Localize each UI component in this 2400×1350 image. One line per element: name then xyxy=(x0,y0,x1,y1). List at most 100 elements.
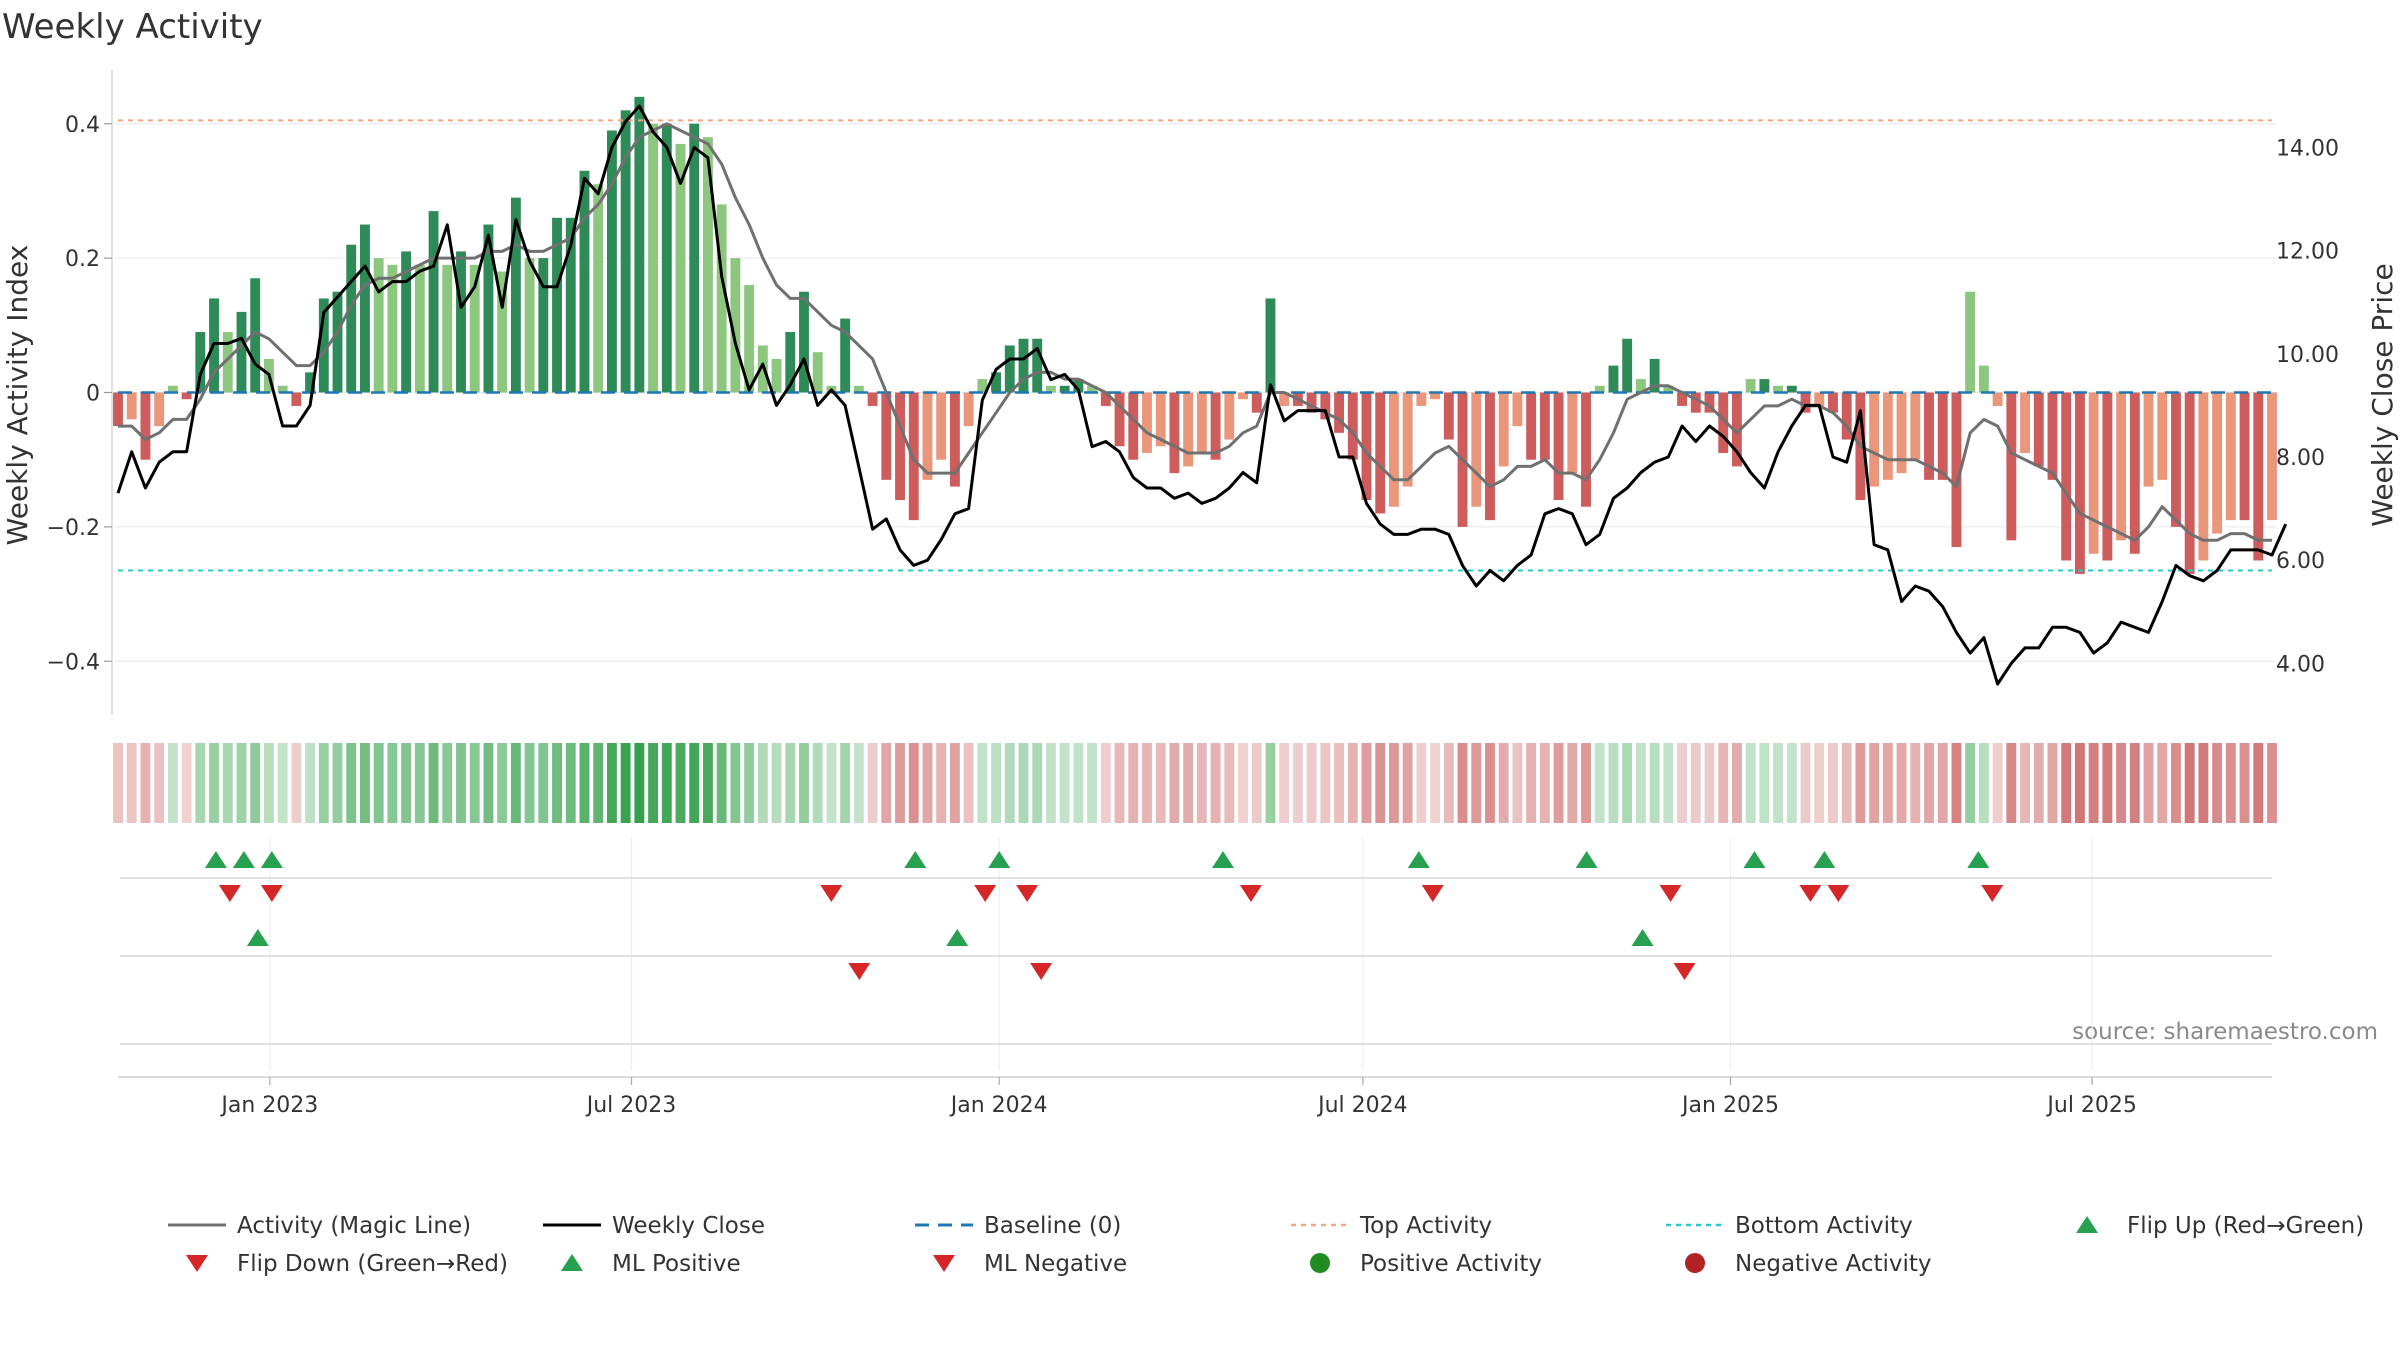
reference-lines xyxy=(118,119,2272,572)
activity-bar xyxy=(1485,392,1495,521)
activity-bar xyxy=(2129,392,2140,554)
heat-cell xyxy=(1855,743,1866,823)
heat-cell xyxy=(305,743,316,823)
legend-swatch xyxy=(933,1255,955,1272)
flip-down-marker xyxy=(1239,885,1262,902)
activity-bar xyxy=(346,244,357,393)
flip-down-marker xyxy=(1659,885,1682,902)
heat-cell xyxy=(2033,743,2044,823)
heat-cell xyxy=(2184,743,2195,823)
heat-cell xyxy=(1924,743,1934,823)
activity-bar xyxy=(1224,392,1235,440)
heat-cell xyxy=(1608,743,1619,823)
heat-cell xyxy=(1937,743,1948,823)
activity-bar xyxy=(2157,392,2168,480)
heat-cell xyxy=(1978,743,1989,823)
heat-cell xyxy=(1018,743,1029,823)
activity-bar xyxy=(675,143,686,393)
activity-bar xyxy=(305,372,316,393)
heat-cell xyxy=(703,743,713,823)
activity-bar xyxy=(2143,392,2154,487)
heat-cell xyxy=(1073,743,1084,823)
heat-cell xyxy=(579,743,590,823)
legend-label: Baseline (0) xyxy=(984,1213,1121,1239)
flip-down-marker xyxy=(218,885,241,902)
heat-cell xyxy=(2074,743,2085,823)
activity-bar xyxy=(1718,392,1729,453)
flip-down-marker xyxy=(1421,885,1444,902)
activity-bar xyxy=(154,392,165,427)
heat-cell xyxy=(1828,743,1838,823)
legend-swatch xyxy=(186,1255,208,1272)
heat-cell xyxy=(1690,743,1701,823)
heat-cell xyxy=(1402,743,1413,823)
heat-cell xyxy=(1814,743,1825,823)
activity-bar xyxy=(1553,392,1564,500)
heat-cell xyxy=(922,743,933,823)
y-tick-label-right: 14.00 xyxy=(2276,136,2339,161)
activity-bar xyxy=(1978,365,1989,393)
x-tick-label: Jan 2025 xyxy=(1680,1093,1779,1118)
heat-cell xyxy=(1238,743,1248,823)
activity-bar xyxy=(1169,392,1180,474)
heat-cell xyxy=(469,743,480,823)
activity-bar xyxy=(881,392,892,480)
heat-cell xyxy=(757,743,768,823)
activity-heat-strip xyxy=(113,743,2277,823)
activity-bar xyxy=(1704,392,1715,413)
heat-cell xyxy=(565,743,576,823)
activity-bar xyxy=(1334,392,1344,433)
heat-cell xyxy=(1800,743,1811,823)
ml-positive-marker xyxy=(246,929,269,946)
heat-cell xyxy=(2061,743,2072,823)
activity-bar xyxy=(360,224,370,393)
activity-bars xyxy=(113,96,2277,574)
activity-bar xyxy=(1443,392,1454,440)
heat-cell xyxy=(1759,743,1770,823)
flip-up-marker xyxy=(1211,851,1234,868)
legend-label: Top Activity xyxy=(1359,1213,1492,1239)
activity-bar xyxy=(2102,392,2113,561)
activity-bar xyxy=(963,392,974,427)
activity-bar xyxy=(1251,392,1262,413)
activity-bar xyxy=(2020,392,2030,453)
source-note: source: sharemaestro.com xyxy=(2072,1019,2378,1045)
heat-cell xyxy=(606,743,617,823)
heat-cell xyxy=(1910,743,1921,823)
heat-cell xyxy=(1388,743,1399,823)
heat-cell xyxy=(2239,743,2250,823)
activity-bar xyxy=(867,392,878,406)
activity-bar xyxy=(2267,392,2277,521)
heat-cell xyxy=(167,743,178,823)
activity-bar xyxy=(552,217,562,393)
activity-bar xyxy=(1581,392,1591,507)
activity-bar xyxy=(1773,385,1784,393)
activity-bar xyxy=(2253,392,2264,561)
heat-cell xyxy=(1375,743,1386,823)
heat-cell xyxy=(2088,743,2099,823)
activity-magic-line xyxy=(118,122,2272,542)
heat-cell xyxy=(1046,743,1056,823)
legend-swatch xyxy=(1310,1253,1330,1273)
activity-bar xyxy=(318,298,329,393)
activity-bar xyxy=(1196,392,1207,453)
heat-cell xyxy=(1594,743,1605,823)
heat-cell xyxy=(895,743,905,823)
activity-bar xyxy=(2239,392,2250,521)
activity-bar xyxy=(840,318,851,393)
legend-label: Negative Activity xyxy=(1735,1251,1932,1277)
activity-bar xyxy=(689,123,700,393)
heat-cell xyxy=(250,743,261,823)
activity-bar xyxy=(1992,392,2003,406)
heat-cell xyxy=(1251,743,1262,823)
heat-cell xyxy=(1416,743,1427,823)
activity-bar xyxy=(606,130,617,393)
activity-bar xyxy=(1924,392,1934,480)
activity-bar xyxy=(977,379,988,393)
activity-bar xyxy=(1498,392,1509,467)
activity-bar xyxy=(812,352,823,393)
activity-bar xyxy=(291,392,302,406)
heat-cell xyxy=(840,743,851,823)
activity-bar xyxy=(1594,385,1605,393)
